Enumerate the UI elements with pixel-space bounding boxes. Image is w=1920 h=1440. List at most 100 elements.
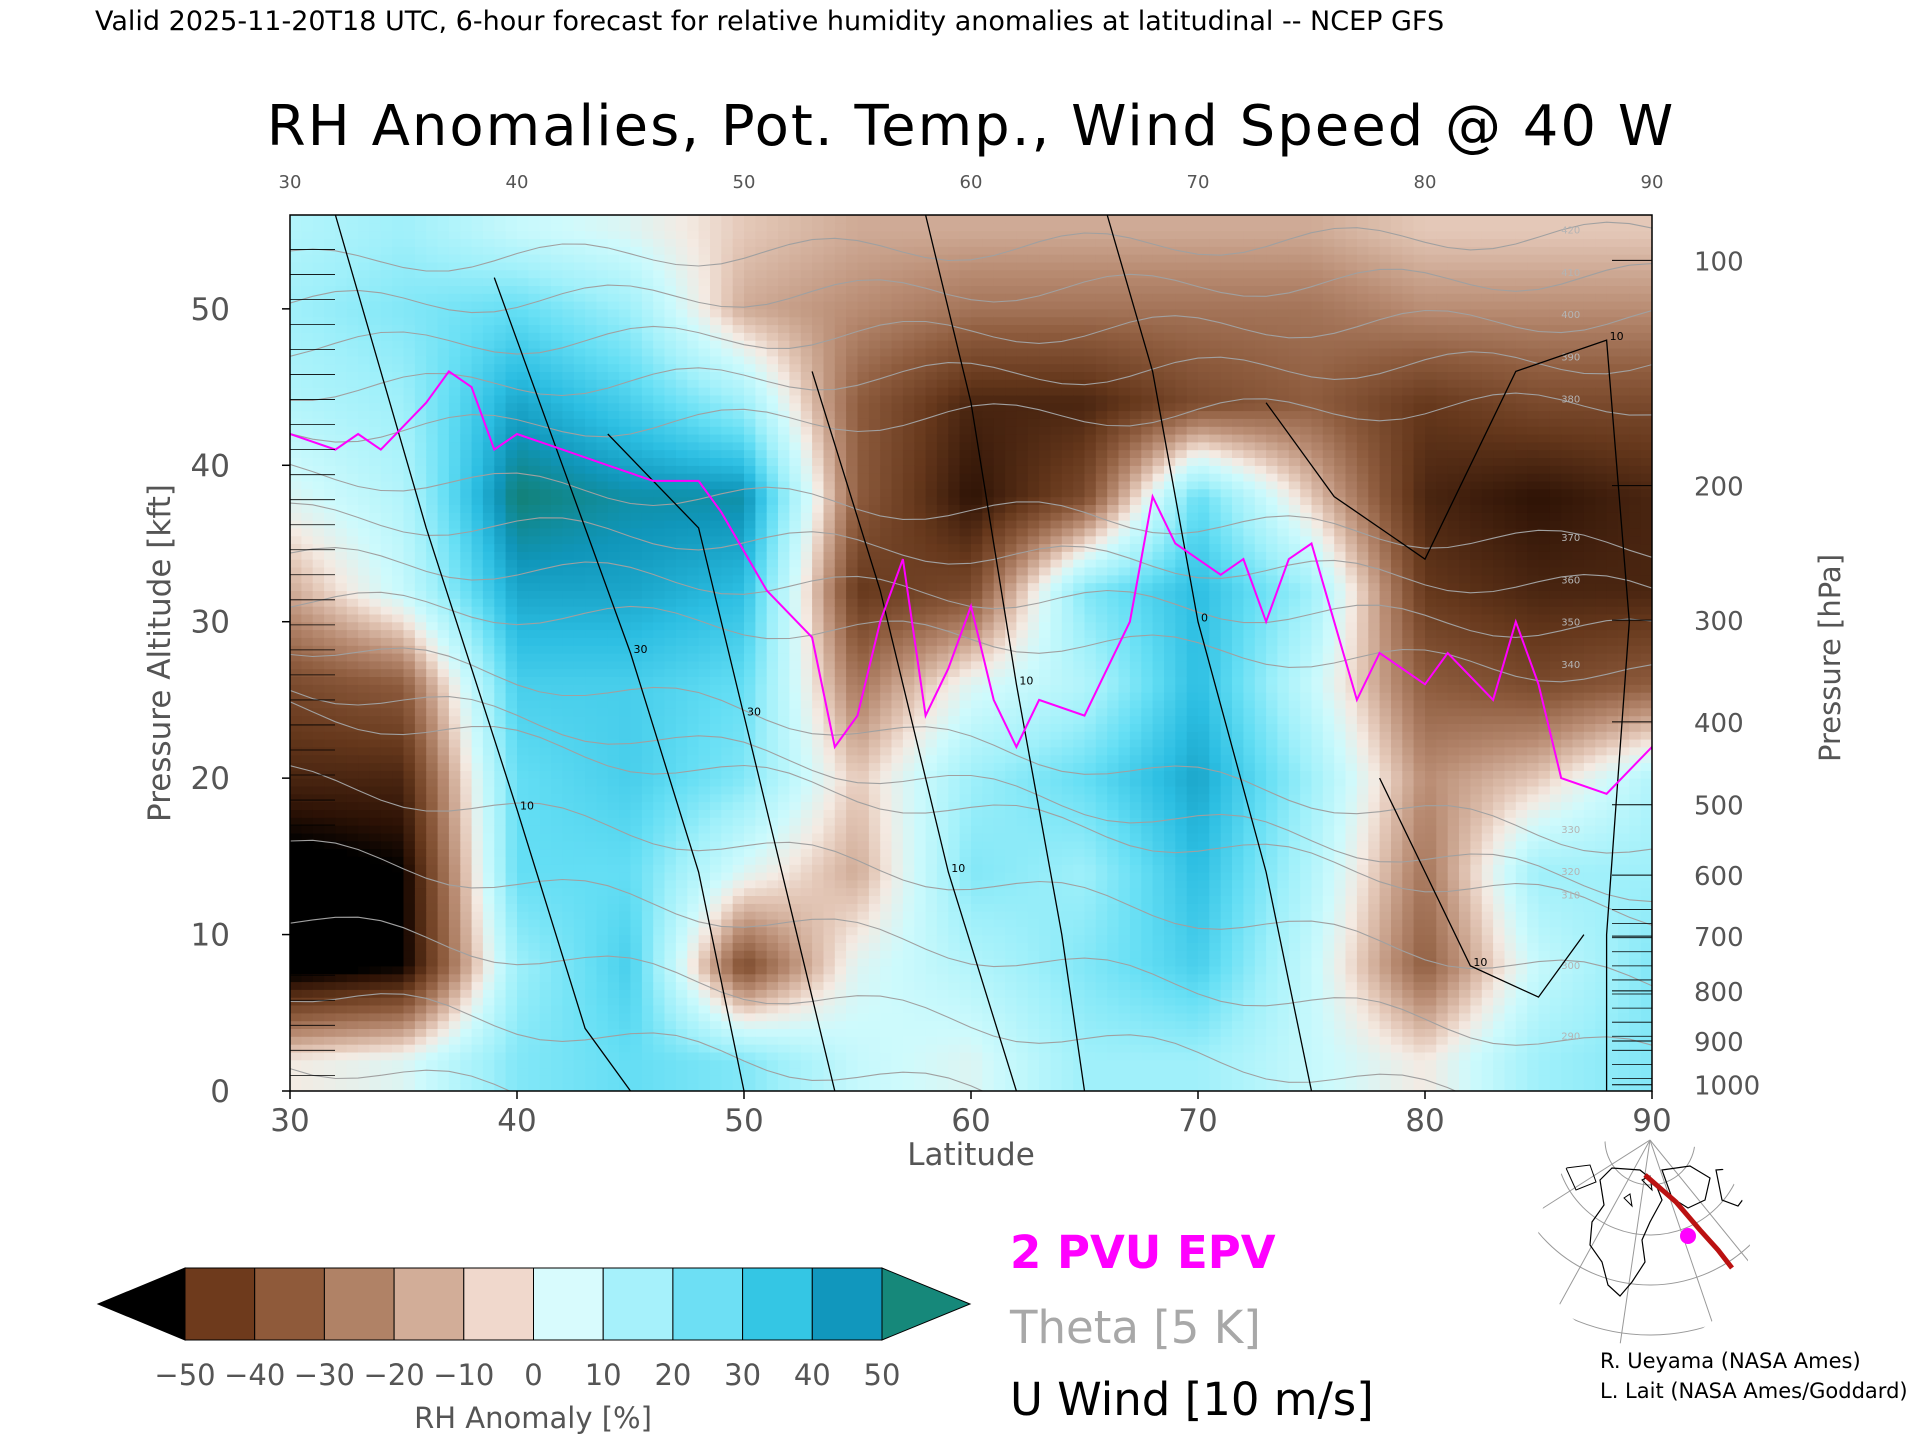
pressure-tick-label: 600 (1694, 862, 1744, 892)
x-top-tick-label: 40 (506, 172, 529, 193)
pressure-tick-label: 200 (1694, 473, 1744, 503)
colorbar-tick-label: −10 (433, 1358, 494, 1392)
theta-label: 350 (1561, 618, 1580, 629)
rh-anomaly-field (290, 215, 1652, 1091)
x-axis: 30 40 50 60 70 80 90 (270, 1091, 1672, 1139)
u-wind-label: 30 (747, 706, 761, 719)
theta-label: 310 (1561, 890, 1580, 901)
colorbar-under-arrow (96, 1267, 186, 1341)
pressure-tick-label: 400 (1694, 709, 1744, 739)
colorbar-tick-label: −30 (294, 1358, 355, 1392)
colorbar-tick-label: 0 (524, 1358, 542, 1392)
colorbar-tick-label: 40 (794, 1358, 831, 1392)
y-tick-label: 30 (191, 605, 230, 641)
x-top-tick-label: 50 (733, 172, 756, 193)
x-top-tick-label: 90 (1641, 172, 1664, 193)
credit-line-2: L. Lait (NASA Ames/Goddard) (1600, 1379, 1908, 1403)
u-wind-label: 10 (520, 799, 534, 812)
u-wind-line (1379, 777, 1585, 998)
x-axis-top: 30 40 50 60 70 80 90 (279, 172, 1664, 193)
pressure-tick-label: 700 (1694, 923, 1744, 953)
pressure-tick-label: 800 (1694, 978, 1744, 1008)
theta-label: 380 (1561, 395, 1580, 406)
colorbar-swatch (811, 1267, 883, 1341)
theta-line (290, 689, 1652, 903)
y-axis-left: 0 10 20 30 40 50 (191, 249, 335, 1110)
u-wind-line (811, 371, 1018, 1091)
colorbar-swatch (393, 1267, 465, 1341)
y-axis-right: 100 200 300 400 500 600 700 800 900 1000 (1612, 247, 1760, 1102)
y-tick-label: 10 (191, 918, 230, 954)
u-wind-contours: 10 30 30 10 10 0 10 10 (334, 215, 1630, 1091)
colorbar-label: RH Anomaly [%] (414, 1401, 652, 1435)
y-tick-label: 40 (191, 448, 230, 484)
legend-uwind: U Wind [10 m/s] (1010, 1373, 1374, 1426)
colorbar-swatch (742, 1267, 813, 1341)
colorbar-tick-label: −50 (154, 1358, 215, 1392)
pressure-tick-label: 500 (1694, 792, 1744, 822)
theta-line (290, 916, 1457, 1091)
plot-area: 2602702802903003103203303403503603703803… (289, 214, 1653, 1113)
credit-line-1: R. Ueyama (NASA Ames) (1600, 1349, 1861, 1373)
theta-line (290, 701, 1652, 926)
y-tick-label: 20 (191, 761, 230, 797)
colorbar-swatch (533, 1267, 604, 1341)
theta-line (290, 502, 1652, 594)
theta-line (290, 647, 1652, 854)
colorbar-swatch (463, 1267, 534, 1341)
theta-line (290, 221, 1652, 272)
x-tick-label: 40 (497, 1103, 536, 1139)
u-wind-label: 10 (1610, 330, 1624, 343)
y-tick-label: 50 (191, 292, 230, 328)
x-tick-label: 50 (724, 1103, 763, 1139)
colorbar-swatch (672, 1267, 744, 1341)
theta-line (290, 263, 1652, 314)
theta-label: 300 (1561, 961, 1580, 972)
legend: 2 PVU EPV Theta [5 K] U Wind [10 m/s] (1009, 1226, 1374, 1426)
x-tick-label: 30 (270, 1103, 309, 1139)
x-tick-label: 90 (1632, 1103, 1671, 1139)
colorbar-tick-label: 20 (654, 1358, 691, 1392)
x-axis-label: Latitude (907, 1137, 1035, 1173)
theta-label: 400 (1561, 310, 1580, 321)
u-wind-label: 10 (1019, 674, 1033, 687)
x-top-tick-label: 70 (1187, 172, 1210, 193)
u-wind-label: 30 (634, 643, 648, 656)
u-wind-line (1265, 339, 1630, 1091)
colorbar: −50 −40 −30 −20 −10 0 10 20 30 40 50 (96, 1267, 972, 1392)
y-axis-label-left: Pressure Altitude [kft] (142, 484, 178, 822)
x-top-tick-label: 80 (1414, 172, 1437, 193)
x-top-tick-label: 60 (960, 172, 983, 193)
theta-line (290, 839, 1652, 1046)
valid-line: Valid 2025-11-20T18 UTC, 6-hour forecast… (95, 6, 1444, 37)
u-wind-line (607, 433, 836, 1091)
colorbar-swatch (323, 1267, 395, 1341)
colorbar-tick-label: −40 (224, 1358, 285, 1392)
theta-line (290, 591, 1652, 683)
theta-line (290, 309, 1652, 357)
pressure-tick-label: 900 (1694, 1028, 1744, 1058)
theta-label: 390 (1561, 352, 1580, 363)
colorbar-tick-label: 10 (585, 1358, 622, 1392)
legend-pvu: 2 PVU EPV (1010, 1226, 1276, 1279)
x-top-tick-label: 30 (279, 172, 302, 193)
theta-label: 370 (1561, 533, 1580, 544)
colorbar-over-arrow (881, 1267, 972, 1341)
theta-label: 280 (1561, 1102, 1580, 1113)
y-tick-label: 0 (210, 1074, 230, 1110)
theta-label: 330 (1561, 825, 1580, 836)
u-wind-label: 0 (1201, 612, 1208, 625)
pressure-tick-label: 100 (1694, 247, 1744, 277)
globe-track-map-icon (1538, 1134, 1758, 1346)
theta-label: 360 (1561, 575, 1580, 586)
theta-label: 320 (1561, 867, 1580, 878)
colorbar-tick-label: −20 (363, 1358, 424, 1392)
legend-theta: Theta [5 K] (1009, 1301, 1261, 1354)
colorbar-tick-label: 50 (864, 1358, 901, 1392)
theta-label: 410 (1561, 268, 1580, 279)
u-wind-label: 10 (951, 862, 965, 875)
theta-label: 340 (1561, 660, 1580, 671)
theta-label: 290 (1561, 1031, 1580, 1042)
theta-line (290, 765, 1652, 987)
